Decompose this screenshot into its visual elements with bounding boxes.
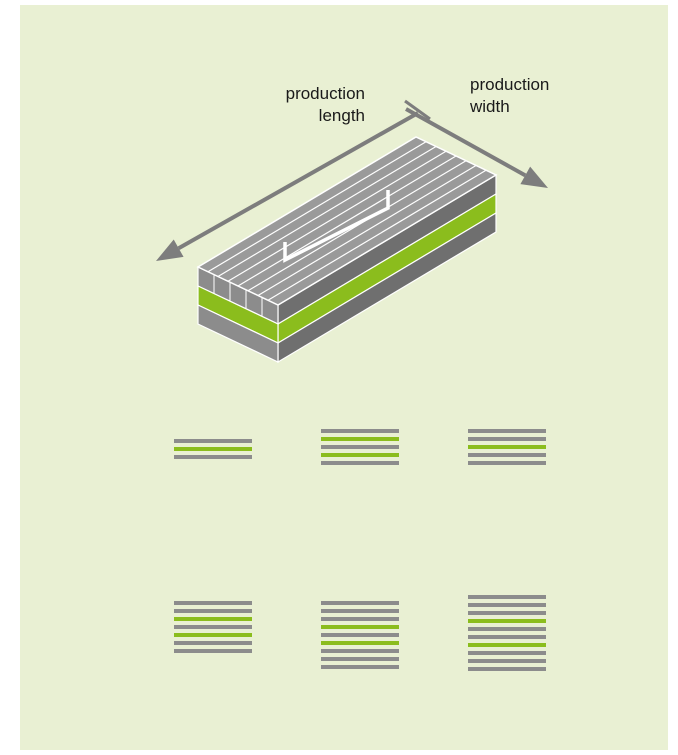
gray-layer-bar: [468, 595, 546, 599]
gray-layer-bar: [174, 609, 252, 613]
gray-layer-bar: [321, 665, 399, 669]
green-layer-bar: [174, 633, 252, 637]
gray-layer-bar: [468, 453, 546, 457]
green-layer-bar: [321, 641, 399, 645]
gray-layer-bar: [321, 617, 399, 621]
gray-layer-bar: [321, 657, 399, 661]
section-marker: [283, 190, 390, 263]
gray-layer-bar: [468, 437, 546, 441]
green-layer-bar: [174, 617, 252, 621]
gray-layer-bar: [468, 635, 546, 639]
layup-stack: [174, 439, 252, 463]
length-arrow-head: [156, 239, 184, 261]
gray-layer-bar: [321, 429, 399, 433]
green-layer-bar: [468, 619, 546, 623]
lamella-line: [217, 145, 437, 278]
width-arrow-head: [520, 166, 548, 188]
gray-layer-bar: [468, 603, 546, 607]
lamella-line: [207, 141, 427, 273]
layered-panel-block: [196, 136, 498, 364]
green-layer-bar: [321, 453, 399, 457]
production-length-label: production length: [285, 84, 365, 125]
lamella-line: [247, 160, 467, 292]
gray-layer-bar: [321, 649, 399, 653]
gray-layer-bar: [468, 627, 546, 631]
dimension-arrows: [156, 99, 548, 261]
layup-stack: [321, 601, 399, 673]
clt-panel-diagram: [156, 99, 548, 364]
gray-layer-bar: [321, 601, 399, 605]
gray-layer-bar: [321, 445, 399, 449]
gray-layer-bar: [468, 667, 546, 671]
green-layer-bar: [468, 445, 546, 449]
layup-stack: [468, 429, 546, 469]
length-arrow-shaft: [177, 111, 419, 250]
lamella-line: [257, 164, 477, 297]
gray-layer-bar: [174, 625, 252, 629]
gray-layer-bar: [468, 659, 546, 663]
gray-layer-bar: [321, 609, 399, 613]
diagram-panel: production length production width: [20, 5, 668, 750]
gray-layer-bar: [174, 641, 252, 645]
gray-layer-bar: [174, 649, 252, 653]
lamella-line: [267, 169, 487, 301]
layup-stack: [321, 429, 399, 469]
production-width-label: production width: [470, 75, 550, 116]
gray-layer-bar: [174, 601, 252, 605]
green-layer-bar: [321, 625, 399, 629]
end-face-layer: [197, 304, 279, 363]
length-arrow-tick: [404, 99, 431, 121]
green-layer-bar: [468, 643, 546, 647]
gray-layer-bar: [321, 461, 399, 465]
gray-layer-bar: [468, 429, 546, 433]
gray-layer-bar: [468, 611, 546, 615]
width-arrow-shaft: [405, 107, 527, 178]
gray-layer-bar: [174, 455, 252, 459]
green-layer-bar: [321, 437, 399, 441]
layup-stack: [468, 595, 546, 675]
lamella-line: [227, 150, 447, 282]
gray-layer-bar: [321, 633, 399, 637]
green-layer-bar: [174, 447, 252, 451]
layup-stack: [174, 601, 252, 657]
gray-layer-bar: [468, 651, 546, 655]
gray-layer-bar: [468, 461, 546, 465]
gray-layer-bar: [174, 439, 252, 443]
lamella-line: [237, 155, 457, 287]
